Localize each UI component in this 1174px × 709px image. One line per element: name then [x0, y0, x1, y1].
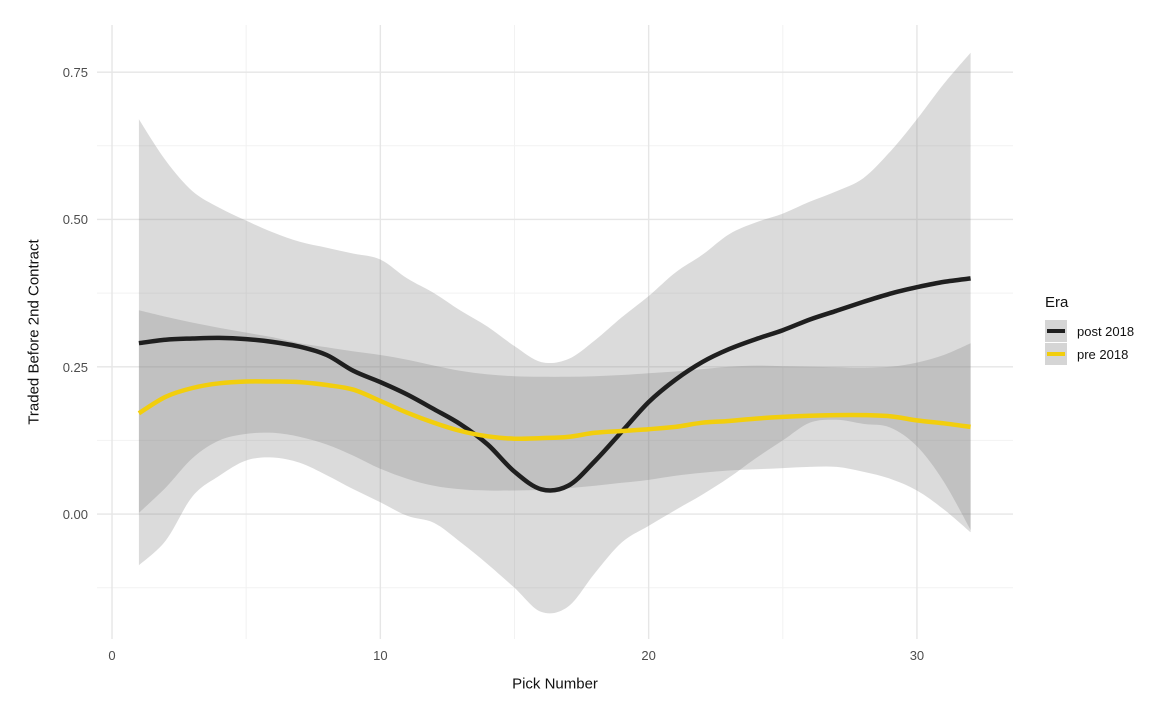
post-2018-line-swatch-icon — [1047, 329, 1065, 333]
smooth-line-post-2018 — [138, 276, 971, 493]
y-tick-label-0.75: 0.75 — [62, 65, 88, 81]
legend-key-post-2018-icon — [1045, 320, 1067, 342]
x-axis-title: Pick Number — [512, 675, 598, 693]
legend-item-pre-2018: pre 2018 — [1045, 343, 1134, 365]
smooth-line-pre-2018 — [137, 379, 971, 441]
y-tick-label-0.25: 0.25 — [62, 359, 88, 375]
pre-2018-line-swatch-icon — [1047, 352, 1065, 356]
x-tick-label-0: 0 — [108, 648, 116, 663]
y-tick-label-0.50: 0.50 — [62, 212, 88, 228]
ci-ribbon-post-2018 — [138, 52, 971, 614]
y-tick-label-0.00: 0.00 — [62, 507, 88, 523]
legend: Era post 2018 pre 2018 — [1045, 294, 1134, 366]
legend-key-pre-2018-icon — [1045, 343, 1067, 365]
legend-label-post-2018: post 2018 — [1077, 323, 1135, 339]
x-tick-label-10: 10 — [373, 648, 388, 663]
x-tick-label-30: 30 — [909, 648, 925, 663]
legend-title: Era — [1045, 294, 1069, 311]
y-axis-title: Traded Before 2nd Contract — [25, 239, 43, 425]
legend-item-post-2018: post 2018 — [1045, 320, 1134, 342]
legend-label-pre-2018: pre 2018 — [1077, 346, 1129, 362]
x-tick-label-20: 20 — [641, 648, 656, 663]
